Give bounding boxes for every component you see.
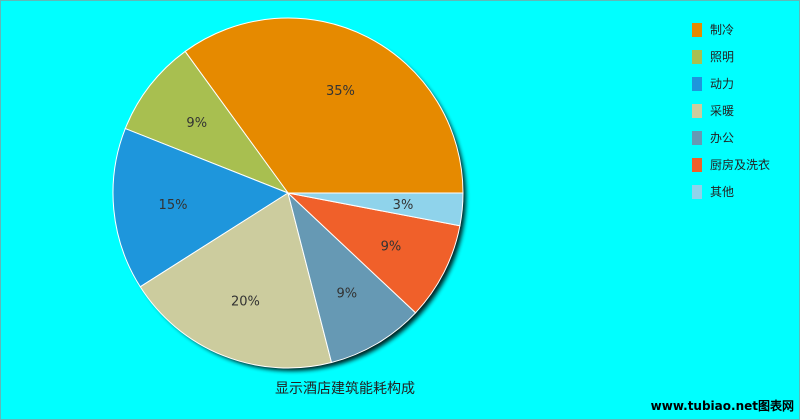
pie-slice[interactable] — [139, 192, 333, 369]
legend-label: 照明 — [710, 50, 735, 64]
pie-slice-label: 3% — [393, 198, 414, 213]
legend-swatch — [692, 76, 702, 91]
legend-swatch — [692, 49, 702, 64]
legend: 制冷照明动力采暖办公厨房及洗衣其他 — [692, 16, 770, 205]
legend-item[interactable]: 照明 — [692, 43, 770, 70]
legend-label: 厨房及洗衣 — [710, 158, 771, 172]
pie-slice[interactable] — [184, 17, 464, 194]
legend-swatch — [692, 103, 702, 118]
legend-item[interactable]: 制冷 — [692, 16, 770, 43]
pie-slice[interactable] — [287, 192, 464, 227]
chart-title: 显示酒店建筑能耗构成 — [275, 381, 415, 397]
pie-slice-label: 9% — [336, 286, 357, 301]
legend-item[interactable]: 采暖 — [692, 97, 770, 124]
pie-slice-label: 9% — [381, 239, 402, 254]
legend-item[interactable]: 厨房及洗衣 — [692, 151, 770, 178]
pie-slice[interactable] — [124, 50, 290, 195]
pie-labels: 35% 9% 15% 20% 9% 9% 3% — [159, 84, 414, 309]
legend-label: 办公 — [710, 131, 735, 145]
pie-slice-label: 15% — [159, 198, 188, 213]
legend-label: 制冷 — [710, 23, 735, 37]
legend-item[interactable]: 办公 — [692, 124, 770, 151]
pie-slice[interactable] — [287, 191, 417, 364]
legend-item[interactable]: 其他 — [692, 178, 770, 205]
legend-item[interactable]: 动力 — [692, 70, 770, 97]
legend-swatch — [692, 130, 702, 145]
legend-swatch — [692, 157, 702, 172]
legend-label: 采暖 — [710, 104, 735, 118]
legend-swatch — [692, 184, 702, 199]
legend-label: 动力 — [710, 77, 735, 91]
pie-slice[interactable] — [112, 127, 290, 288]
pie-slice[interactable] — [286, 192, 461, 314]
pie-slice-label: 20% — [231, 294, 260, 309]
pie-slices — [112, 17, 464, 369]
watermark: www.tubiao.net图表网 — [650, 399, 794, 413]
pie-slice-label: 9% — [186, 116, 207, 131]
legend-label: 其他 — [710, 185, 735, 199]
pie-slice-label: 35% — [326, 84, 355, 99]
legend-swatch — [692, 22, 702, 37]
